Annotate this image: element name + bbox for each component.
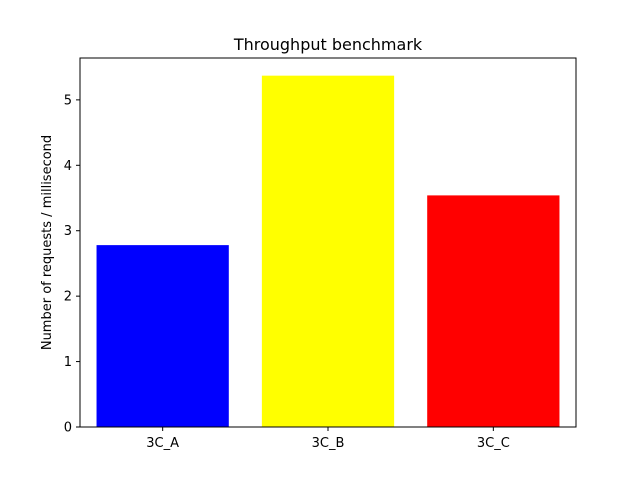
x-axis: 3C_A 3C_B 3C_C [146, 427, 510, 451]
bar-3c-c [427, 195, 560, 427]
bar-3c-a [96, 245, 229, 427]
y-tick-label: 1 [64, 355, 72, 370]
y-tick-label: 5 [64, 93, 72, 108]
chart-title: Throughput benchmark [233, 35, 423, 54]
y-axis: 0 1 2 3 4 5 [64, 93, 80, 436]
bar-3c-b [261, 75, 395, 428]
y-axis-label: Number of requests / millisecond [40, 135, 55, 350]
y-tick-label: 4 [64, 159, 72, 174]
x-tick-label: 3C_C [477, 436, 510, 451]
bars-group [96, 75, 560, 428]
y-tick-label: 3 [64, 224, 72, 239]
x-tick-label: 3C_A [146, 436, 179, 451]
x-tick-label: 3C_B [312, 436, 345, 451]
y-tick-label: 2 [64, 290, 72, 305]
y-tick-label: 0 [64, 421, 72, 436]
